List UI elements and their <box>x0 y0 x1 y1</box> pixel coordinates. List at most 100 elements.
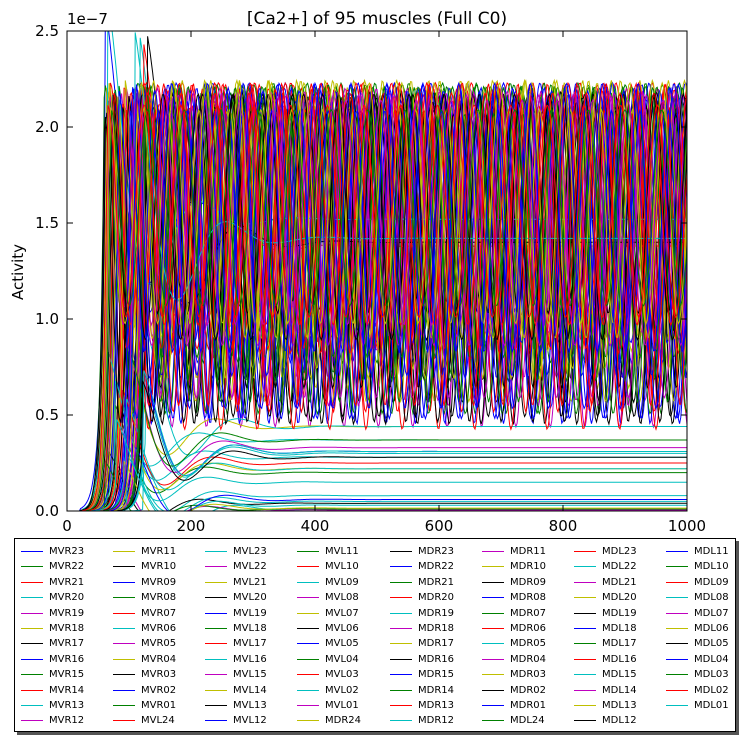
legend-swatch <box>21 581 43 583</box>
legend-label: MDL09 <box>694 576 729 588</box>
legend-label: MVR16 <box>49 653 85 665</box>
legend-label: MDL04 <box>694 653 729 665</box>
legend-swatch <box>574 658 596 660</box>
series-line-mdl06 <box>67 81 687 511</box>
legend-label: MVL01 <box>325 700 359 711</box>
legend-label: MVR10 <box>141 561 177 573</box>
legend-swatch <box>21 612 43 614</box>
legend-swatch <box>390 720 412 722</box>
x-tick-label: 0 <box>62 517 72 535</box>
legend-swatch <box>205 612 227 614</box>
legend-swatch <box>482 628 504 629</box>
legend-label: MDR09 <box>510 576 547 588</box>
legend-label: MDR15 <box>418 669 455 681</box>
legend-label: MDR20 <box>418 592 455 604</box>
legend-label: MVL21 <box>233 576 267 588</box>
legend-label: MVR08 <box>141 592 177 604</box>
y-tick-label: 0.0 <box>35 502 59 520</box>
legend-label: MDR01 <box>510 700 547 711</box>
legend-swatch <box>390 689 412 691</box>
series-line-mvr03 <box>67 451 687 511</box>
legend-swatch <box>574 689 596 691</box>
legend-label: MVR02 <box>141 684 177 696</box>
legend-label: MDR19 <box>418 607 455 619</box>
legend-label: MDL23 <box>602 546 637 557</box>
series-line-mvr13 <box>67 373 687 511</box>
legend-label: MVL22 <box>233 561 267 573</box>
legend-swatch <box>666 705 688 706</box>
legend-label: MDR07 <box>510 607 547 619</box>
legend-swatch <box>390 597 412 599</box>
legend-swatch <box>297 674 319 676</box>
legend-swatch <box>390 628 412 629</box>
series-line-mdl15 <box>67 32 687 511</box>
legend-label: MDR12 <box>418 715 455 727</box>
legend-swatch <box>113 566 135 568</box>
series-line-mdr01 <box>67 445 687 511</box>
legend-label: MVL10 <box>325 561 359 573</box>
series-line-mdl05 <box>67 380 687 511</box>
legend-label: MDR14 <box>418 684 455 696</box>
legend-swatch <box>390 551 412 552</box>
legend-label: MVL07 <box>325 607 359 619</box>
legend-swatch <box>205 566 227 568</box>
legend-swatch <box>297 658 319 660</box>
series-line-mdr11 <box>67 364 687 511</box>
legend-label: MVL17 <box>233 638 267 650</box>
x-tick-label: 1000 <box>668 517 706 535</box>
y-offset-label: 1e−7 <box>67 10 108 28</box>
legend-label: MVR05 <box>141 638 177 650</box>
series-line-mvl02 <box>67 449 687 511</box>
legend-swatch <box>482 705 504 706</box>
legend-swatch <box>21 689 43 691</box>
legend-swatch <box>482 643 504 645</box>
series-line-mdl13 <box>67 108 687 511</box>
legend-swatch <box>482 674 504 676</box>
series-line-mdl12 <box>67 92 687 511</box>
legend-label: MDL13 <box>602 700 637 711</box>
legend-label: MDL05 <box>694 638 729 650</box>
series-line-mdl09 <box>67 91 687 511</box>
legend-label: MVR07 <box>141 607 177 619</box>
series-line-mdr05 <box>67 398 687 511</box>
legend-label: MDR11 <box>510 546 547 557</box>
legend-label: MVR01 <box>141 700 177 711</box>
chart-title: [Ca2+] of 95 muscles (Full C0) <box>247 9 507 29</box>
legend-label: MVL03 <box>325 669 359 681</box>
legend-label: MVR04 <box>141 653 177 665</box>
legend-swatch <box>390 658 412 660</box>
legend-label: MDL06 <box>694 623 729 634</box>
legend-label: MVL06 <box>325 623 359 634</box>
legend-label: MDL21 <box>602 576 637 588</box>
series-line-mdr06 <box>67 389 687 511</box>
legend-swatch <box>297 612 319 614</box>
legend-label: MVR22 <box>49 561 85 573</box>
legend-swatch <box>666 566 688 568</box>
series-line-mdl07 <box>67 98 687 511</box>
legend-swatch <box>205 628 227 629</box>
legend-swatch <box>390 643 412 645</box>
legend-swatch <box>390 581 412 583</box>
legend-swatch <box>113 689 135 691</box>
legend-label: MDL22 <box>602 561 637 573</box>
legend-label: MVL18 <box>233 623 267 634</box>
legend-swatch <box>113 658 135 660</box>
legend-swatch <box>482 551 504 552</box>
legend-swatch <box>666 643 688 645</box>
legend-swatch <box>297 566 319 568</box>
legend-swatch <box>574 705 596 706</box>
series-line-mdl20 <box>67 460 687 511</box>
y-tick-label: 1.0 <box>35 310 59 328</box>
legend-swatch <box>21 597 43 599</box>
legend-label: MDR03 <box>510 669 547 681</box>
legend-swatch <box>21 658 43 660</box>
series-line-mvr19 <box>67 88 687 511</box>
legend-swatch <box>113 674 135 676</box>
legend-swatch <box>21 720 43 722</box>
legend-label: MVL08 <box>325 592 359 604</box>
legend-label: MVL04 <box>325 653 359 665</box>
legend-swatch <box>205 705 227 706</box>
legend-swatch <box>113 581 135 583</box>
legend-label: MVR21 <box>49 576 85 588</box>
